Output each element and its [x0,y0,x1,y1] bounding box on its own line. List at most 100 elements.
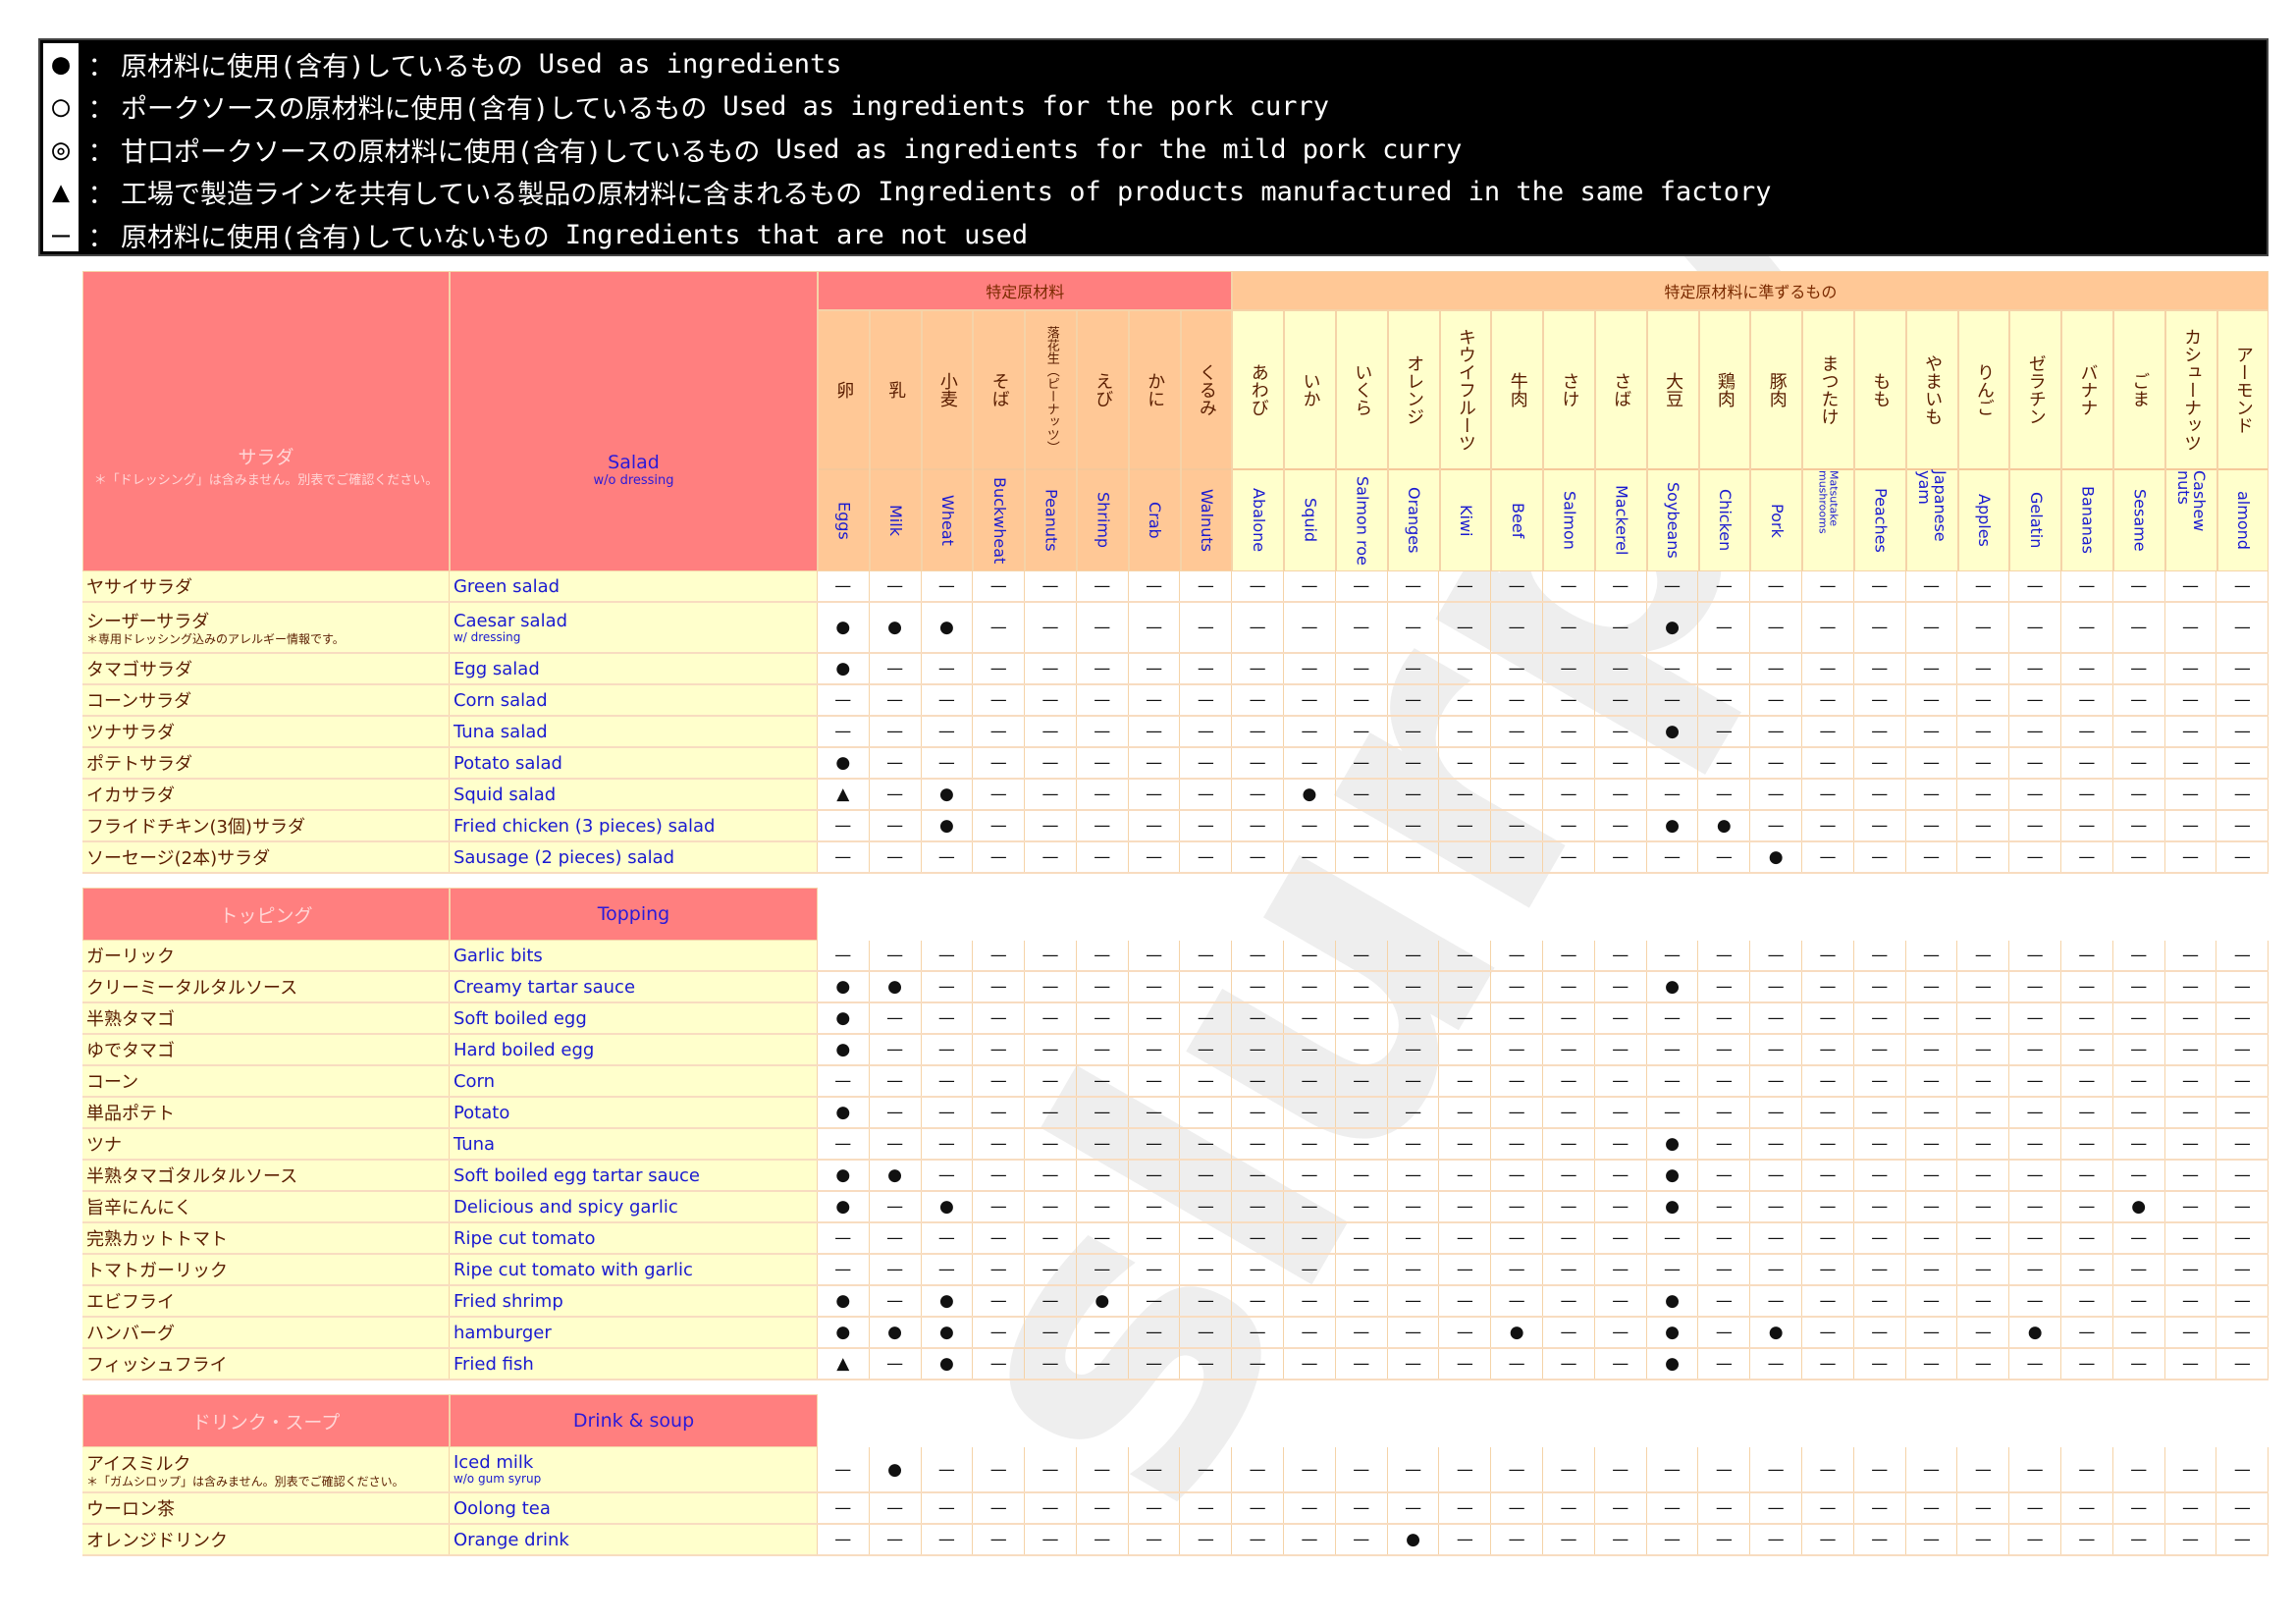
allergen-mark: — [1284,1525,1336,1554]
table-row: 半熟タマゴタルタルソース Soft boiled egg tartar sauce… [82,1161,2269,1192]
allergen-mark: — [1439,748,1492,778]
allergen-mark: — [1388,1318,1440,1347]
allergen-mark: — [1698,654,1751,683]
allergen-mark: — [1802,972,1854,1001]
allergen-column-headers: 特定原材料 特定原材料に準ずるもの 卵 Eggs 乳 Milk 小麦 Wheat そば Buc… [818,271,2269,571]
item-jp-name: イカサラダ [82,780,450,809]
allergen-mark: — [870,685,922,715]
item-en-name: Tuna salad [449,717,818,746]
salad-en-header: Salad w/o dressing [450,271,818,571]
item-jp-name: ハンバーグ [82,1318,450,1347]
allergen-mark: — [1129,1192,1181,1221]
allergen-mark: — [1077,1525,1129,1554]
item-en-name: Soft boiled egg tartar sauce [449,1161,818,1190]
allergen-mark: — [1439,571,1492,601]
allergen-mark: — [1025,811,1077,840]
allergen-mark: — [818,1066,870,1096]
allergen-mark: — [1698,748,1751,778]
column-jp-label: アーモンド [2217,311,2269,470]
allergen-mark: ● [1698,811,1751,840]
item-jp-label: ツナ [86,1135,122,1156]
allergen-mark: — [1854,1223,1906,1253]
allergen-mark: — [1491,1192,1544,1221]
allergen-mark: — [1957,1349,2010,1379]
allergen-mark: — [1232,685,1285,715]
allergen-mark: — [973,1192,1026,1221]
allergen-mark: — [1077,811,1129,840]
allergen-mark: — [1491,748,1544,778]
item-jp-label: ポテトサラダ [86,754,192,775]
allergen-mark: — [922,1447,974,1491]
column-header: かに Crab [1128,310,1181,571]
allergen-mark: — [1957,1035,2010,1064]
allergen-mark: ▲ [818,780,870,809]
allergen-mark: — [1647,748,1699,778]
allergen-mark: — [2216,811,2269,840]
allergen-mark: — [973,1098,1026,1127]
table-row: オレンジドリンク Orange drink — — — — — — — — — — — ● — — — — — — — —… [82,1525,2269,1556]
column-en-label: Salmon [1560,491,1579,550]
allergen-mark: — [1232,748,1285,778]
allergen-mark: — [1698,603,1751,652]
allergen-mark: — [1336,1286,1388,1316]
allergen-mark: — [870,1255,922,1284]
allergen-mark: — [1439,685,1492,715]
allergen-mark: — [2061,1035,2113,1064]
allergen-mark: — [1439,1223,1492,1253]
allergen-mark: — [1595,571,1647,601]
allergen-mark: — [973,1286,1026,1316]
column-header: もも Peaches [1854,310,1906,571]
allergen-mark: — [1129,717,1181,746]
allergen-mark: — [922,1525,974,1554]
item-jp-label: トマトガーリック [86,1261,228,1281]
table-row: 単品ポテト Potato ● — — — — — — — — — — — — — — — — — — — — — — — — — — — [82,1098,2269,1129]
allergen-mark: — [1491,1035,1544,1064]
item-en-label: Tuna salad [453,721,548,742]
allergen-mark: — [922,748,974,778]
item-en-name: Fried chicken (3 pieces) salad [449,811,818,840]
allergen-mark: — [1388,780,1440,809]
allergen-mark: — [973,972,1026,1001]
allergen-mark: — [2113,1035,2165,1064]
allergen-mark: — [1750,1286,1803,1316]
allergen-mark: — [1439,1255,1492,1284]
allergen-mark: — [2216,1066,2269,1096]
allergen-mark: — [1180,941,1233,970]
allergen-mark: — [2216,1349,2269,1379]
item-jp-name: タマゴサラダ [82,654,450,683]
allergen-mark: — [1129,941,1181,970]
allergen-mark: — [1388,972,1440,1001]
table-row: コーン Corn — — — — — — — — — — — — — — — — — — — — — — — — — — — — [82,1066,2269,1098]
allergen-mark: — [1388,811,1440,840]
allergen-mark: — [1854,717,1906,746]
item-en-name: Hard boiled egg [449,1035,818,1064]
allergen-mark: — [1129,1161,1181,1190]
item-en-name: Potato salad [449,748,818,778]
column-jp-label: やまいも [1906,311,1957,470]
section-jp-title: トッピング [82,888,450,941]
table-row: クリーミータルタルソース Creamy tartar sauce ● ● — — — — — — —… [82,972,2269,1003]
column-jp-label: カシューナッツ [2165,311,2216,470]
column-en-label: Gelatin [2026,492,2046,549]
table-row: ソーセージ(2本)サラダ Sausage (2 pieces) salad — — — —… [82,842,2269,874]
allergen-mark: — [1180,1255,1233,1284]
item-jp-name: コーンサラダ [82,685,450,715]
allergen-mark: — [2216,1525,2269,1554]
allergen-mark: — [2009,1286,2062,1316]
allergen-mark: — [1698,1192,1751,1221]
column-header: 豚肉 Pork [1750,310,1803,571]
item-jp-label: エビフライ [86,1292,175,1313]
item-en-label: Ripe cut tomato with garlic [453,1259,693,1280]
allergen-mark: — [870,1192,922,1221]
column-jp-label: かに [1129,311,1180,470]
item-en-label: Oolong tea [453,1497,551,1519]
allergen-mark: — [1698,842,1751,872]
allergen-mark: — [1388,1286,1440,1316]
allergen-mark: — [1906,1223,1958,1253]
allergen-mark: — [1077,1161,1129,1190]
allergen-mark: — [1439,717,1492,746]
allergen-mark: — [1180,1493,1233,1523]
allergen-mark: — [2061,654,2113,683]
allergen-mark: — [973,1525,1026,1554]
allergen-mark: — [1284,1318,1336,1347]
